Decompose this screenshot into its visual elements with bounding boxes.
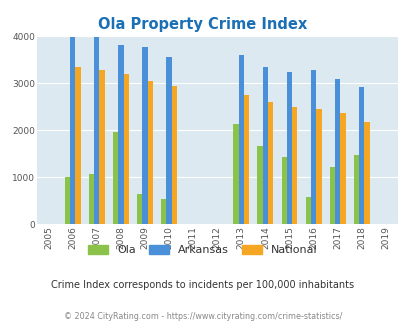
Bar — [364, 122, 369, 224]
Bar — [286, 72, 292, 224]
Legend: Ola, Arkansas, National: Ola, Arkansas, National — [85, 242, 320, 259]
Bar — [64, 178, 70, 224]
Bar — [142, 47, 147, 224]
Bar — [233, 124, 238, 224]
Bar — [113, 132, 118, 224]
Bar — [123, 74, 128, 224]
Bar — [99, 70, 104, 224]
Bar — [315, 109, 321, 224]
Bar — [353, 155, 358, 224]
Bar — [147, 81, 153, 224]
Bar — [281, 157, 286, 224]
Bar — [267, 102, 273, 224]
Bar — [262, 67, 267, 224]
Bar — [305, 197, 310, 224]
Bar — [75, 67, 81, 224]
Bar — [292, 107, 297, 224]
Bar — [257, 146, 262, 224]
Text: Crime Index corresponds to incidents per 100,000 inhabitants: Crime Index corresponds to incidents per… — [51, 280, 354, 290]
Bar — [166, 57, 171, 224]
Bar — [118, 45, 123, 224]
Bar — [70, 38, 75, 224]
Bar — [89, 174, 94, 224]
Bar — [334, 79, 339, 224]
Bar — [94, 38, 99, 224]
Bar — [329, 167, 334, 224]
Text: Ola Property Crime Index: Ola Property Crime Index — [98, 17, 307, 32]
Bar — [243, 95, 249, 224]
Bar — [161, 199, 166, 224]
Bar — [136, 194, 142, 224]
Bar — [358, 87, 364, 224]
Bar — [238, 55, 243, 224]
Bar — [310, 70, 315, 224]
Text: © 2024 CityRating.com - https://www.cityrating.com/crime-statistics/: © 2024 CityRating.com - https://www.city… — [64, 312, 341, 321]
Bar — [171, 86, 177, 224]
Bar — [339, 113, 345, 224]
